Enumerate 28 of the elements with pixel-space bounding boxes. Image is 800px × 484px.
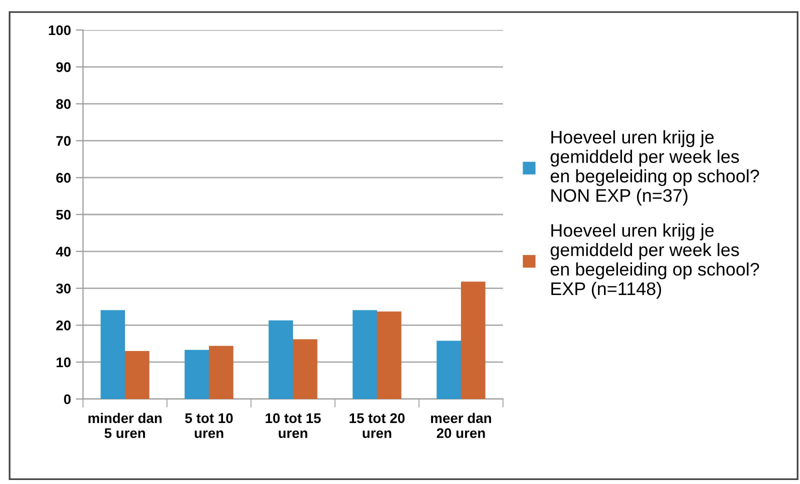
y-tick-label: 50: [56, 210, 71, 220]
bar: [184, 350, 209, 399]
bar: [125, 351, 150, 399]
legend-label: Hoeveel uren krijg je gemiddeld per week les en begeleiding op school? NON EXP (n=37): [550, 130, 760, 206]
y-tick-label: 30: [56, 284, 71, 294]
y-tick-label: 10: [56, 357, 71, 368]
bar: [461, 282, 486, 399]
x-tick-label: meer dan 20 uren: [431, 412, 492, 438]
bar: [377, 312, 402, 399]
x-tick-label: 15 tot 20 uren: [350, 413, 405, 438]
legend-label: Hoeveel uren krijg je gemiddeld per week les en begeleiding op school? EXP (n=1148): [550, 224, 760, 299]
bar: [268, 320, 293, 399]
y-tick-label: 0: [64, 394, 71, 404]
y-tick-label: 100: [48, 25, 71, 36]
bar: [293, 339, 318, 399]
bar: [209, 346, 234, 399]
bar: [100, 310, 125, 399]
x-tick-label: minder dan 5 uren: [88, 412, 162, 438]
bar: [352, 310, 377, 399]
y-tick-label: 80: [56, 99, 71, 109]
x-tick-label: 10 tot 15 uren: [266, 413, 321, 438]
y-tick-label: 20: [56, 320, 71, 330]
x-tick-label: 5 tot 10 uren: [185, 413, 233, 438]
bar: [436, 340, 461, 399]
y-tick-label: 90: [56, 62, 71, 72]
y-tick-label: 40: [56, 246, 71, 257]
y-tick-label: 60: [56, 172, 71, 183]
y-tick-label: 70: [56, 136, 71, 146]
